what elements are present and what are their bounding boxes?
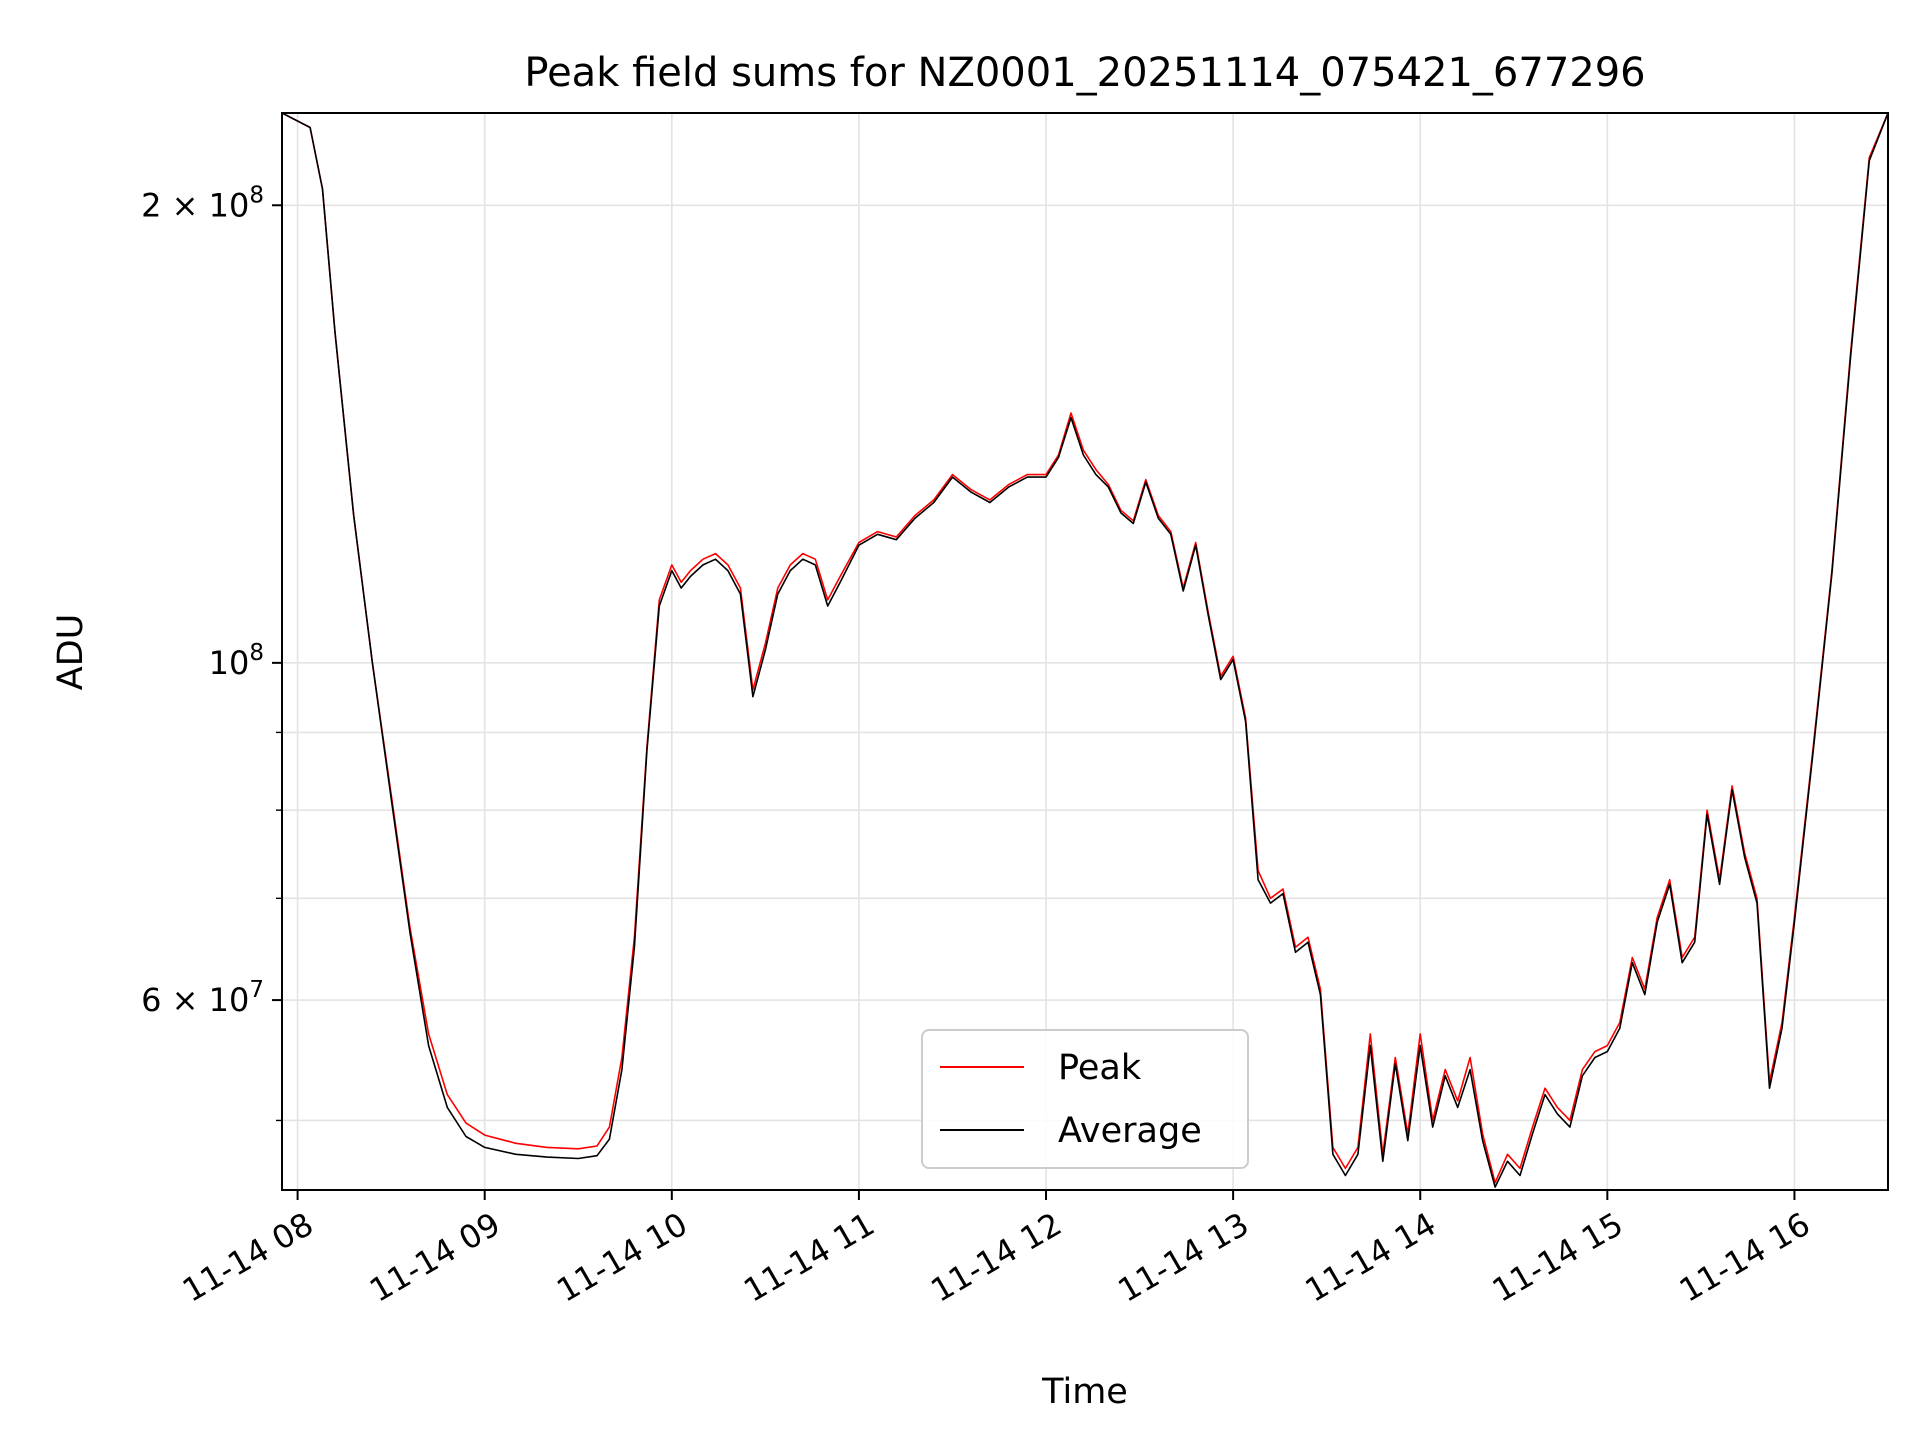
legend: Peak Average [921,1029,1249,1169]
plot-area [282,113,1888,1188]
chart-title: Peak field sums for NZ0001_20251114_0754… [524,50,1645,96]
axes-frame [281,112,1889,1191]
y-tick-label: 108 [209,640,264,682]
y-axis-label: ADU [51,614,91,691]
legend-average-label: Average [1058,1111,1202,1151]
y-axis: 2 × 108 108 6 × 107 [141,182,282,1122]
legend-peak-label: Peak [1058,1048,1142,1088]
x-axis-label: Time [1041,1372,1128,1412]
series-line-average [282,113,1888,1188]
legend-box [921,1029,1249,1169]
y-tick-label: 6 × 107 [141,977,264,1019]
y-tick-label: 2 × 108 [141,182,264,224]
